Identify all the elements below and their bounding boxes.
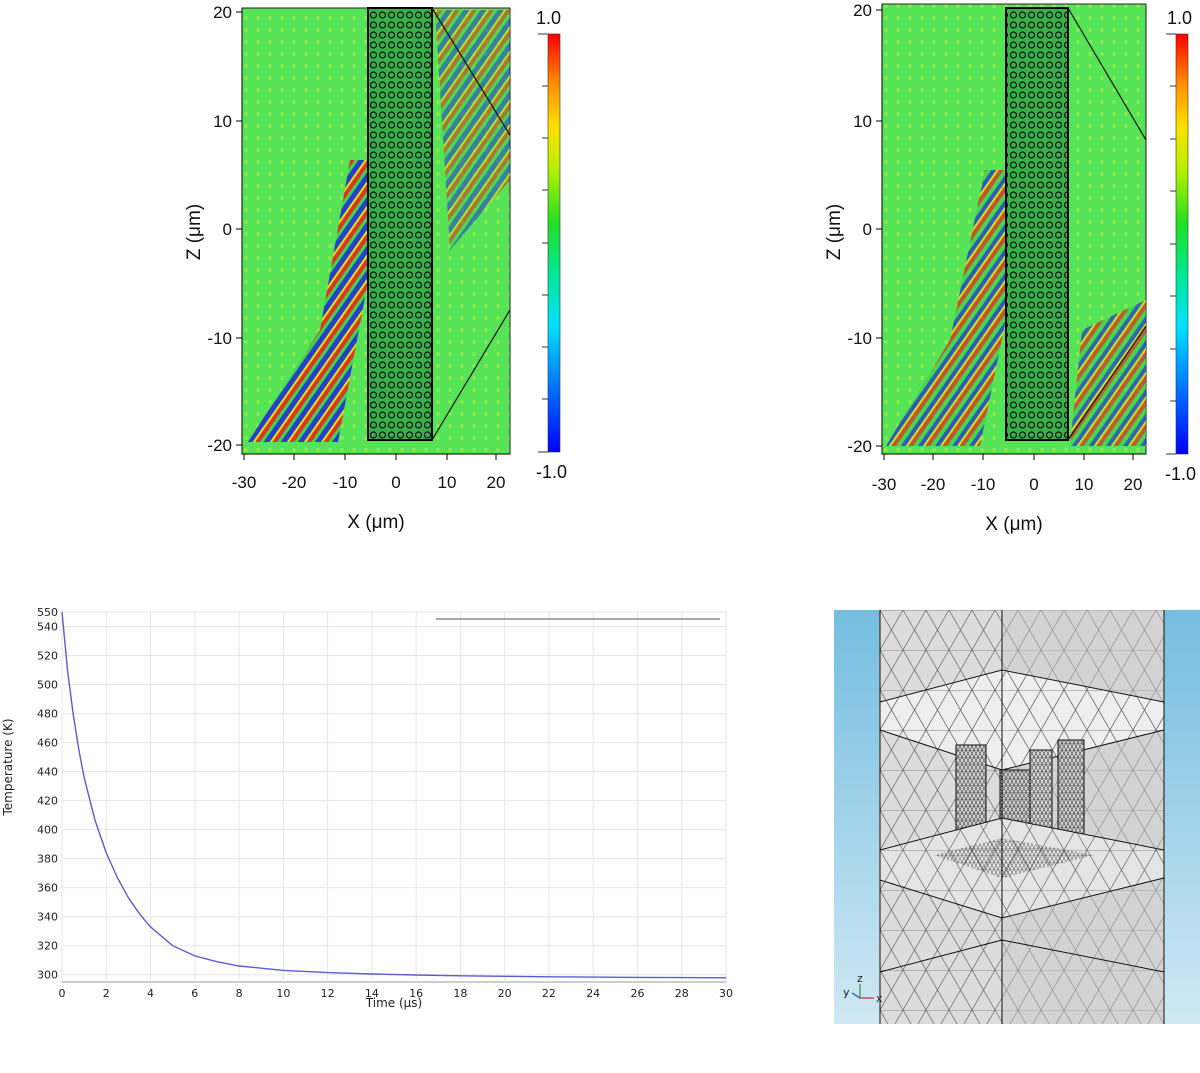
y-tick: 10	[213, 112, 232, 131]
x-tick: -30	[232, 473, 257, 492]
y-tick-labels: 300 320 340 360 380 400 420 440 460 480 500 520 540 5…	[37, 606, 58, 982]
y-tick: 460	[37, 737, 58, 750]
y-tick: 540	[37, 621, 58, 634]
svg-text:z: z	[857, 972, 863, 985]
beam-band	[886, 170, 1010, 446]
colorbar-max-label: 1.0	[1167, 8, 1192, 28]
x-tick: 22	[542, 987, 556, 1000]
y-tick: 300	[37, 969, 58, 982]
y-tick: 440	[37, 766, 58, 779]
y-tick: 550	[37, 606, 58, 619]
y-tick: 0	[863, 220, 872, 239]
x-axis-label: X (μm)	[985, 514, 1042, 535]
x-tick: 24	[586, 987, 600, 1000]
y-axis-label: Temperature (K)	[1, 718, 15, 816]
x-tick: 28	[675, 987, 689, 1000]
colorbar	[1175, 33, 1189, 455]
x-axis-label: Time (μs)	[365, 996, 422, 1010]
field-plot-right: -30 -20 -10 0 10 20 20 10 0 -10 -20 X (μ…	[824, 1, 1196, 535]
x-tick: 8	[236, 987, 243, 1000]
y-tick: 500	[37, 679, 58, 692]
grid	[61, 611, 727, 982]
temperature-series-line	[61, 611, 727, 979]
x-tick: 20	[498, 987, 512, 1000]
x-tick: 30	[719, 987, 733, 1000]
x-tick: 20	[1124, 475, 1143, 494]
x-tick: 0	[391, 473, 400, 492]
y-tick: 340	[37, 911, 58, 924]
y-tick: -20	[847, 437, 872, 456]
x-tick: 16	[409, 987, 423, 1000]
y-tick: 20	[853, 1, 872, 20]
mesh-view: y z x	[834, 610, 1200, 1024]
x-tick: 4	[147, 987, 154, 1000]
x-tick: -20	[921, 475, 946, 494]
x-tick: 20	[487, 473, 506, 492]
y-axis-label: Z (μm)	[184, 204, 205, 260]
x-tick: -10	[971, 475, 996, 494]
x-tick: -30	[872, 475, 897, 494]
axis-triad-icon: y z x	[843, 972, 883, 1005]
x-tick: 10	[438, 473, 457, 492]
x-tick: 10	[276, 987, 290, 1000]
boundary-line	[431, 7, 511, 136]
y-tick: 20	[213, 3, 232, 22]
y-tick: 10	[853, 112, 872, 131]
x-tick: 12	[321, 987, 335, 1000]
pillar-array	[367, 7, 433, 441]
svg-text:x: x	[876, 992, 883, 1005]
y-tick: -10	[847, 329, 872, 348]
y-tick: 380	[37, 853, 58, 866]
x-tick: 2	[103, 987, 110, 1000]
x-tick: 6	[191, 987, 198, 1000]
x-tick: 14	[365, 987, 379, 1000]
colorbar-min-label: -1.0	[536, 462, 567, 482]
beam-band	[248, 160, 372, 442]
x-tick-labels: -30 -20 -10 0 10 20	[872, 475, 1143, 494]
y-tick-labels: 20 10 0 -10 -20	[207, 3, 232, 455]
y-tick: -20	[207, 436, 232, 455]
x-tick-labels: -30 -20 -10 0 10 20	[232, 473, 506, 492]
colorbar	[547, 33, 561, 453]
colorbar-min-label: -1.0	[1165, 464, 1196, 484]
x-tick: -20	[282, 473, 307, 492]
svg-text:y: y	[843, 986, 850, 999]
x-tick: 10	[1075, 475, 1094, 494]
y-tick: 520	[37, 650, 58, 663]
y-axis-label: Z (μm)	[824, 204, 845, 260]
y-tick: 320	[37, 940, 58, 953]
y-tick: 420	[37, 795, 58, 808]
x-tick: 18	[453, 987, 467, 1000]
y-tick: 480	[37, 708, 58, 721]
temperature-line-chart: 3003203403603804004204404604805005205405…	[1, 606, 734, 1010]
beam-band-upper	[435, 10, 510, 250]
x-axis-label: X (μm)	[347, 512, 404, 533]
y-tick: 360	[37, 882, 58, 895]
x-tick-labels: 0 2 4 6 8 10 12 14 16 18 20 22 24 26 28 30	[59, 987, 734, 1000]
y-tick: 0	[223, 220, 232, 239]
x-tick: 26	[630, 987, 644, 1000]
x-tick: 0	[59, 987, 66, 1000]
x-tick: -10	[333, 473, 358, 492]
y-tick: 400	[37, 824, 58, 837]
colorbar-max-label: 1.0	[536, 8, 561, 28]
boundary-line	[1067, 325, 1147, 441]
y-tick: -10	[207, 329, 232, 348]
plot-area	[61, 611, 727, 983]
field-plot-left: -30 -20 -10 0 10 20 20 10 0 -10 -20 X (μ…	[184, 3, 567, 533]
x-tick: 0	[1029, 475, 1038, 494]
boundary-line	[1067, 7, 1147, 141]
boundary-line	[431, 309, 511, 441]
y-tick-labels: 20 10 0 -10 -20	[847, 1, 872, 456]
pillar-array	[1005, 7, 1069, 441]
